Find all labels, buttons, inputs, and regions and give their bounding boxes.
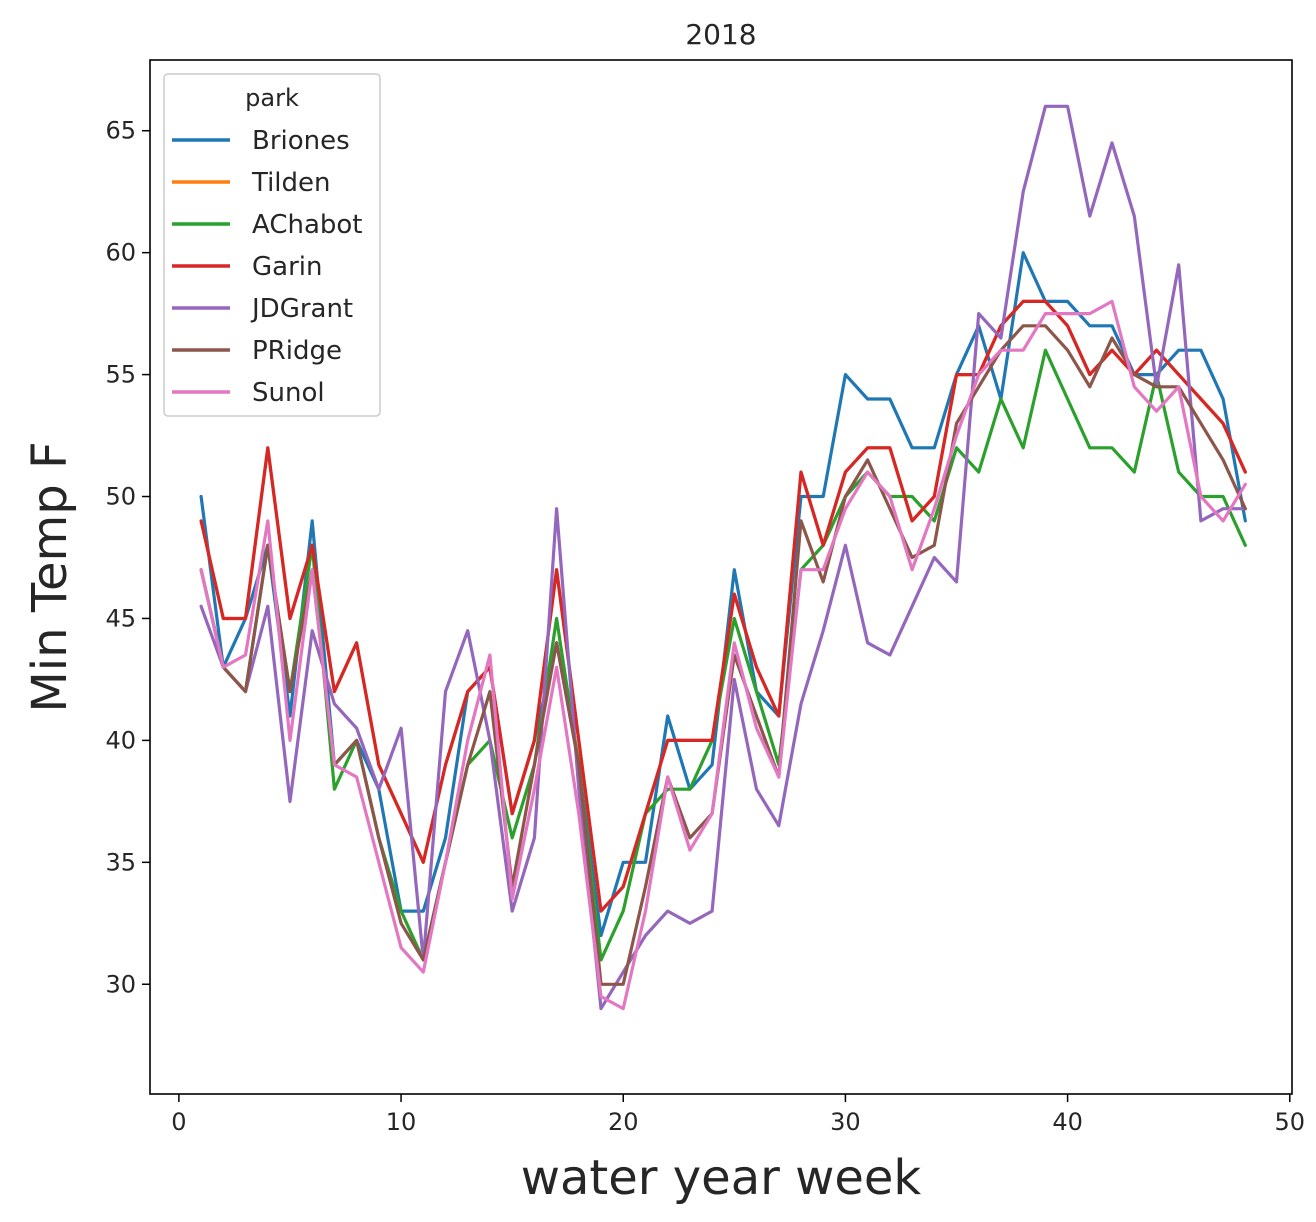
y-tick-label: 35 [105, 848, 136, 876]
series-line-jdgrant [199, 104, 1247, 1011]
series-line-sunol [199, 299, 1247, 1011]
x-tick-label: 20 [608, 1108, 639, 1136]
y-tick-label: 45 [105, 604, 136, 632]
legend-label-pridge: PRidge [252, 336, 342, 366]
x-axis-ticks: 0 10 20 30 40 50 [171, 1094, 1305, 1136]
y-tick-label: 40 [105, 726, 136, 754]
legend-label-garin: Garin [252, 252, 322, 282]
legend-items: Briones Tilden AChabot Garin JDGrant PRidge Su… [172, 126, 363, 408]
series-lines [199, 104, 1247, 1011]
x-tick-label: 30 [830, 1108, 861, 1136]
x-axis-label: water year week [521, 1150, 922, 1206]
plot-frame [149, 59, 1293, 1095]
chart-title: 2018 [685, 18, 756, 51]
y-tick-label: 50 [105, 483, 136, 511]
x-tick-label: 10 [386, 1108, 417, 1136]
x-tick-label: 50 [1275, 1108, 1306, 1136]
legend-label-achabot: AChabot [252, 210, 363, 240]
x-tick-label: 40 [1052, 1108, 1083, 1136]
legend-label-sunol: Sunol [252, 378, 325, 408]
y-tick-label: 65 [105, 117, 136, 145]
y-tick-label: 60 [105, 239, 136, 267]
y-tick-label: 30 [105, 970, 136, 998]
y-axis-ticks: 30 35 40 45 50 55 60 65 [105, 117, 150, 998]
legend-label-tilden: Tilden [251, 168, 331, 198]
legend-label-briones: Briones [252, 126, 350, 156]
legend-label-jdgrant: JDGrant [250, 294, 353, 324]
legend: park Briones Tilden AChabot Garin JDGrant PRi… [163, 73, 381, 417]
legend-box [163, 73, 381, 417]
y-tick-label: 55 [105, 361, 136, 389]
x-tick-label: 0 [171, 1108, 186, 1136]
legend-title: park [245, 84, 299, 112]
y-axis-label: Min Temp F [22, 441, 78, 712]
series-line-garin [199, 299, 1247, 913]
